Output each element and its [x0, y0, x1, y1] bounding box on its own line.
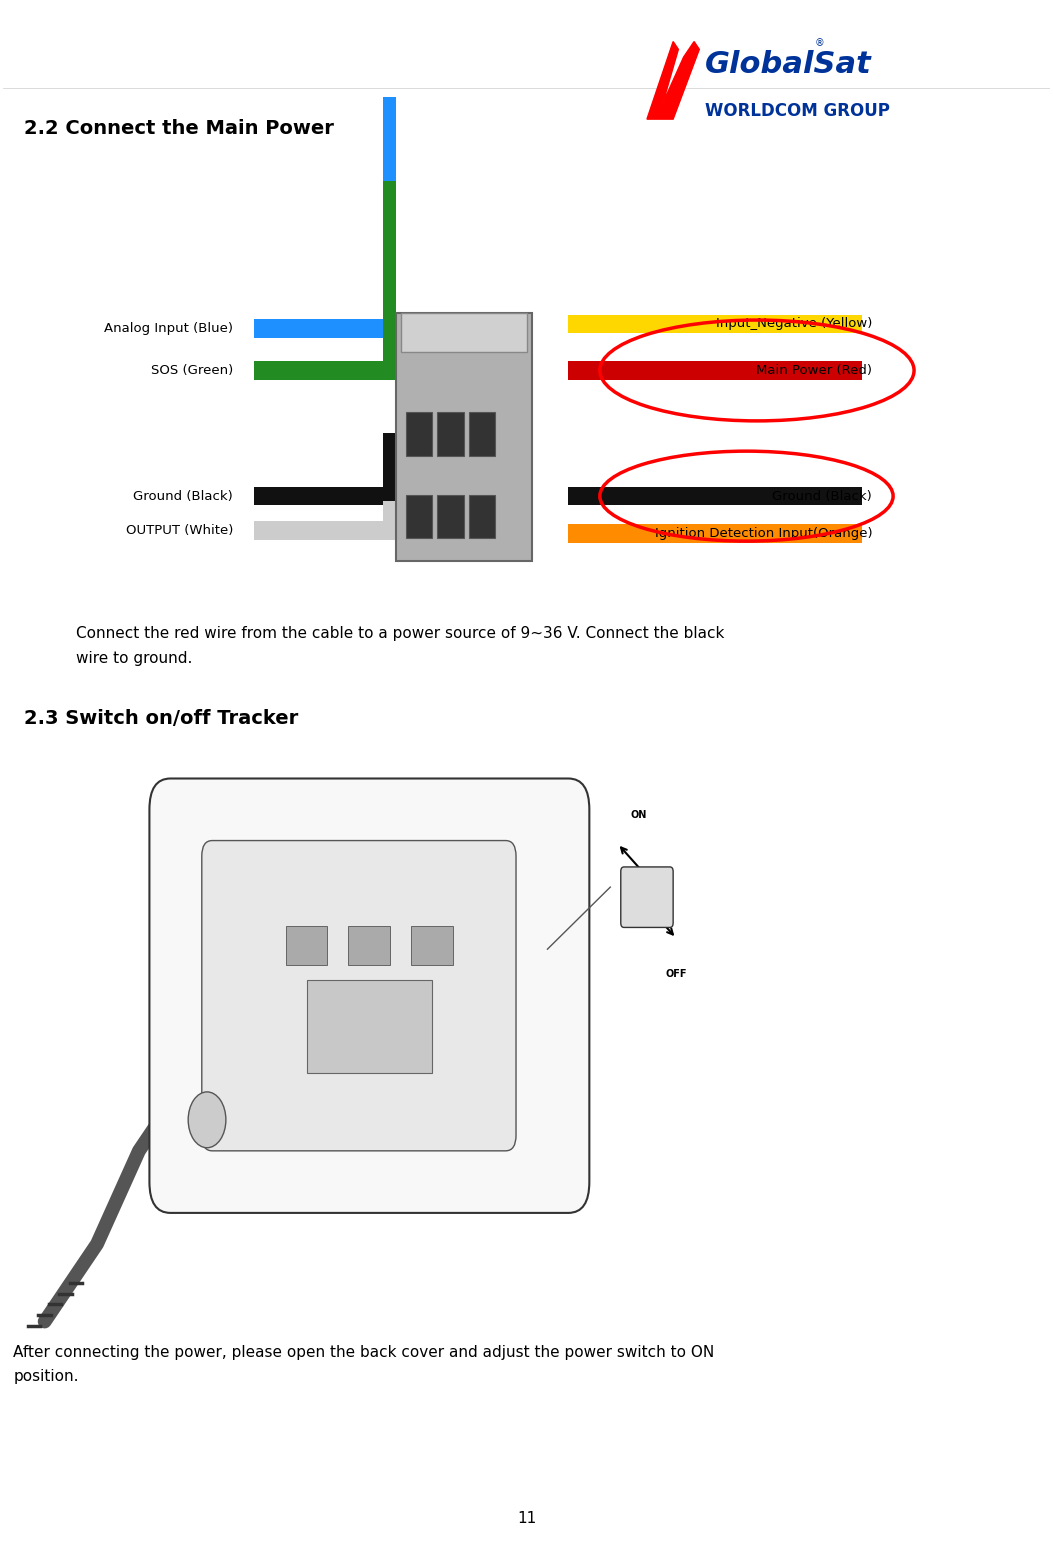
FancyBboxPatch shape: [254, 522, 463, 540]
FancyBboxPatch shape: [469, 495, 495, 539]
FancyBboxPatch shape: [254, 361, 463, 380]
FancyBboxPatch shape: [569, 315, 861, 333]
Text: 2.2 Connect the Main Power: 2.2 Connect the Main Power: [24, 120, 334, 139]
FancyBboxPatch shape: [412, 926, 453, 965]
FancyBboxPatch shape: [306, 981, 432, 1073]
Text: WORLDCOM GROUP: WORLDCOM GROUP: [704, 103, 890, 120]
Text: OFF: OFF: [665, 970, 687, 979]
FancyBboxPatch shape: [621, 867, 673, 928]
FancyBboxPatch shape: [396, 313, 532, 561]
FancyBboxPatch shape: [406, 413, 432, 456]
Text: Ignition Detection Input(Orange): Ignition Detection Input(Orange): [655, 526, 872, 540]
FancyBboxPatch shape: [406, 495, 432, 539]
Text: 11: 11: [517, 1512, 536, 1526]
FancyBboxPatch shape: [150, 778, 590, 1213]
FancyBboxPatch shape: [254, 319, 463, 338]
Text: Analog Input (Blue): Analog Input (Blue): [104, 322, 233, 335]
Text: GlobalSat: GlobalSat: [704, 50, 871, 79]
Text: OUTPUT (White): OUTPUT (White): [126, 523, 233, 537]
FancyBboxPatch shape: [383, 433, 396, 498]
Text: Ground (Black): Ground (Black): [134, 489, 233, 503]
FancyBboxPatch shape: [349, 926, 391, 965]
FancyBboxPatch shape: [401, 313, 526, 352]
Circle shape: [188, 1091, 226, 1148]
FancyBboxPatch shape: [383, 98, 396, 330]
Text: 2.3 Switch on/off Tracker: 2.3 Switch on/off Tracker: [24, 708, 298, 727]
FancyBboxPatch shape: [383, 181, 396, 372]
FancyBboxPatch shape: [437, 495, 463, 539]
FancyBboxPatch shape: [254, 487, 463, 506]
FancyBboxPatch shape: [569, 361, 861, 380]
FancyBboxPatch shape: [569, 525, 861, 543]
Text: Main Power (Red): Main Power (Red): [756, 364, 872, 377]
FancyBboxPatch shape: [437, 413, 463, 456]
FancyBboxPatch shape: [202, 841, 516, 1151]
Text: Ground (Black): Ground (Black): [773, 489, 872, 503]
FancyBboxPatch shape: [569, 487, 861, 506]
Text: ON: ON: [631, 810, 647, 821]
Text: After connecting the power, please open the back cover and adjust the power swit: After connecting the power, please open …: [14, 1345, 715, 1384]
Text: SOS (Green): SOS (Green): [151, 364, 233, 377]
Polygon shape: [647, 42, 699, 120]
FancyBboxPatch shape: [383, 501, 396, 532]
Text: ®: ®: [815, 39, 824, 48]
FancyBboxPatch shape: [469, 413, 495, 456]
Text: Input_Negative (Yellow): Input_Negative (Yellow): [716, 318, 872, 330]
Text: Connect the red wire from the cable to a power source of 9~36 V. Connect the bla: Connect the red wire from the cable to a…: [76, 626, 724, 666]
FancyBboxPatch shape: [285, 926, 327, 965]
